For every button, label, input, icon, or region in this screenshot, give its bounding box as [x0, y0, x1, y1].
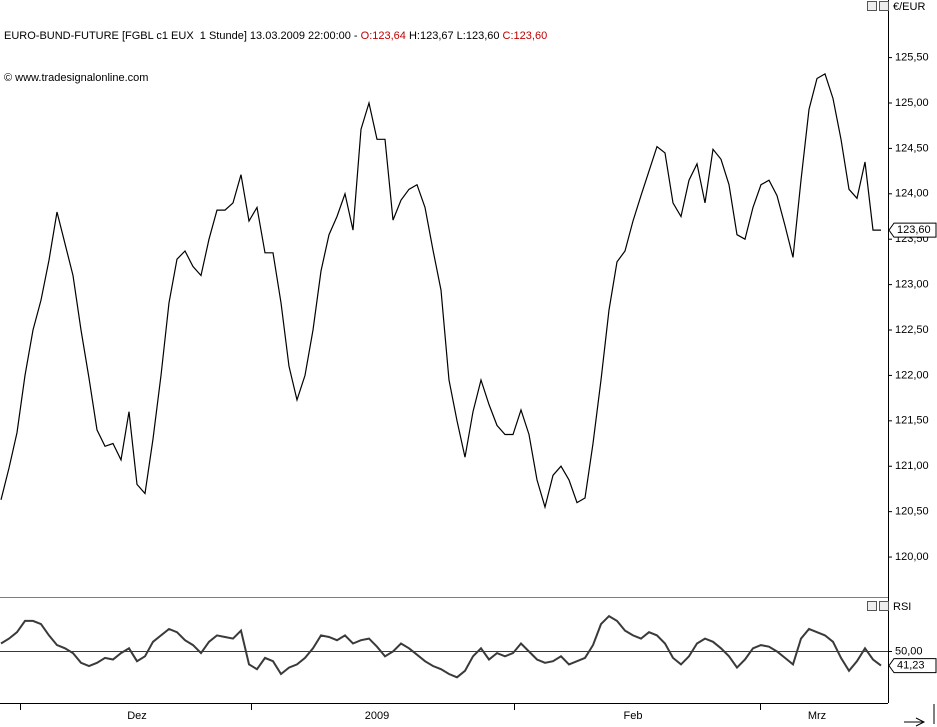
y-tick-label: 125,50 — [895, 51, 929, 63]
y-tick-label: 50,00 — [895, 645, 923, 657]
x-tick-label: Dez — [127, 710, 147, 722]
maximize-button[interactable] — [867, 1, 877, 11]
y-tick-label: 124,00 — [895, 188, 929, 200]
scroll-arrow[interactable] — [904, 704, 935, 727]
y-axis-unit: €/EUR — [893, 1, 925, 13]
y-tick-label: 125,00 — [895, 97, 929, 109]
header: EURO-BUND-FUTURE [FGBL c1 EUX 1 Stunde] … — [4, 1, 547, 99]
month-separators — [20, 704, 761, 710]
x-tick-label: 2009 — [365, 710, 389, 722]
header-part: C:123,60 — [502, 30, 548, 42]
header-part: H:123,67 L:123,60 — [405, 30, 503, 42]
header-part: O:123,64 — [360, 30, 406, 42]
last-value-box — [888, 222, 937, 238]
close-button[interactable] — [879, 1, 889, 11]
y-tick-label: 120,50 — [895, 506, 929, 518]
x-tick-label: Mrz — [808, 710, 826, 722]
close-button[interactable] — [879, 601, 889, 611]
header-line: EURO-BUND-FUTURE [FGBL c1 EUX 1 Stunde] … — [4, 29, 547, 43]
x-tick-label: Feb — [624, 710, 643, 722]
y-tick-label: 124,50 — [895, 142, 929, 154]
maximize-button[interactable] — [867, 601, 877, 611]
y-tick-label: 121,00 — [895, 460, 929, 472]
price-line — [0, 73, 881, 510]
y-tick-label: 122,50 — [895, 324, 929, 336]
subtitle: © www.tradesignalonline.com — [4, 72, 149, 84]
panel-title: RSI — [893, 601, 911, 613]
y-tick-label: 122,00 — [895, 369, 929, 381]
y-tick-label: 121,50 — [895, 415, 929, 427]
window-buttons[interactable] — [867, 1, 889, 611]
last-value-box — [888, 658, 937, 674]
last-value-label: 123,60 — [897, 224, 931, 236]
y-tick-label: 120,00 — [895, 551, 929, 563]
last-value-label: 41,23 — [897, 660, 925, 672]
price-line — [0, 614, 882, 679]
y-tick-label: 123,00 — [895, 279, 929, 291]
header-part: EURO-BUND-FUTURE [FGBL c1 EUX 1 Stunde] … — [4, 30, 361, 42]
